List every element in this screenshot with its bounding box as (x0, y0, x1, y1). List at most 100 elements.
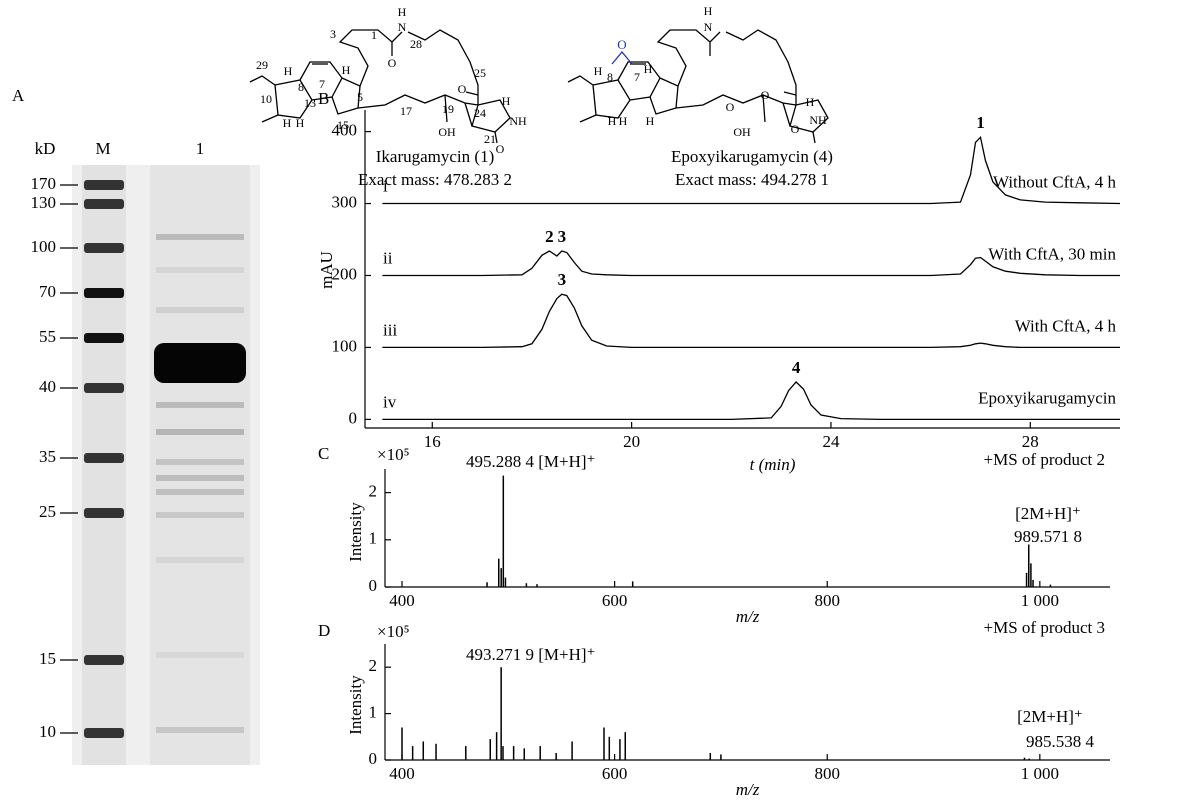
scale-label: ×10⁵ (377, 622, 410, 641)
faint-band (156, 475, 244, 481)
faint-band (156, 652, 244, 658)
atom-label: H (502, 94, 511, 108)
atom-label: H (342, 63, 351, 77)
annotation: 989.571 8 (1014, 527, 1082, 546)
y-tick-label: 2 (369, 482, 378, 501)
x-axis-label: m/z (736, 607, 760, 626)
trace-label: i (383, 176, 388, 195)
annotation: 493.271 9 [M+H]⁺ (466, 645, 596, 664)
annotation: [2M+H]⁺ (1017, 707, 1083, 726)
peak-label: 3 (558, 270, 567, 289)
x-tick-label: 1 000 (1021, 764, 1059, 783)
peak-label: 3 (558, 227, 567, 246)
y-tick-label: 400 (332, 120, 358, 139)
exact-mass: Exact mass: 494.278 1 (675, 170, 829, 189)
trace-label: iii (383, 320, 397, 339)
atom-label: H (608, 114, 617, 128)
peak-label: 4 (792, 358, 801, 377)
atom-label: 17 (400, 104, 412, 118)
y-axis-label: Intensity (346, 502, 365, 562)
y-tick-label: 0 (349, 408, 358, 427)
marker-label: 10 (39, 722, 56, 741)
y-axis-label: Intensity (346, 675, 365, 735)
atom-label: N (398, 20, 407, 34)
marker-band (84, 243, 124, 253)
faint-band (156, 402, 244, 408)
atom-label: O (388, 56, 397, 70)
marker-band (84, 333, 124, 343)
peak-label: 2 (545, 227, 554, 246)
panel-label: D (318, 621, 330, 640)
atom-label: 24 (474, 106, 486, 120)
atom-label: H (644, 62, 653, 76)
atom-label: NH (809, 113, 827, 127)
annotation: 985.538 4 (1026, 732, 1095, 751)
y-tick-label: 1 (369, 703, 378, 722)
marker-band (84, 655, 124, 665)
unit-label: kD (35, 139, 56, 158)
x-tick-label: 400 (389, 764, 415, 783)
marker-band (84, 453, 124, 463)
atom-label: H (619, 114, 628, 128)
atom-label: NH (509, 114, 527, 128)
y-tick-label: 0 (369, 576, 378, 595)
panel-label: C (318, 444, 329, 463)
marker-label: 170 (31, 174, 57, 193)
marker-label: 15 (39, 649, 56, 668)
atom-label: 5 (357, 90, 363, 104)
legend-entry: With CftA, 30 min (988, 244, 1116, 263)
marker-label: 70 (39, 282, 56, 301)
annotation: +MS of product 3 (984, 618, 1106, 637)
trace-label: iv (383, 392, 397, 411)
atom-label: 7 (634, 70, 640, 84)
marker-band (84, 508, 124, 518)
lane-label: M (95, 139, 110, 158)
protein-band (154, 343, 246, 383)
peak-label: 1 (976, 113, 985, 132)
y-tick-label: 100 (332, 336, 358, 355)
x-tick-label: 20 (623, 432, 640, 451)
x-tick-label: 800 (814, 591, 840, 610)
annotation: [2M+H]⁺ (1015, 504, 1081, 523)
faint-band (156, 234, 244, 240)
marker-label: 25 (39, 502, 56, 521)
atom-label: O (726, 100, 735, 114)
marker-label: 55 (39, 327, 56, 346)
figure: AkDM117013010070554035251510HN13282529H8… (0, 0, 1188, 811)
atom-label: O (458, 82, 467, 96)
x-axis-label: t (min) (750, 455, 796, 474)
atom-label: 3 (330, 27, 336, 41)
x-tick-label: 24 (822, 432, 840, 451)
trace-label: ii (383, 248, 393, 267)
faint-band (156, 489, 244, 495)
marker-band (84, 199, 124, 209)
atom-label: 21 (484, 132, 496, 146)
faint-band (156, 459, 244, 465)
page: AkDM117013010070554035251510HN13282529H8… (0, 0, 1188, 811)
compound-name: Ikarugamycin (1) (376, 147, 494, 166)
y-axis-label: mAU (317, 251, 336, 289)
faint-band (156, 727, 244, 733)
legend-entry: Epoxyikarugamycin (978, 388, 1116, 407)
faint-band (156, 557, 244, 563)
atom-label: H (806, 95, 815, 109)
lane-label: 1 (196, 139, 205, 158)
atom-label: 1 (371, 28, 377, 42)
marker-label: 40 (39, 377, 56, 396)
marker-label: 35 (39, 447, 56, 466)
atom-label: N (704, 20, 713, 34)
atom-label: O (496, 142, 505, 156)
x-tick-label: 400 (389, 591, 415, 610)
atom-label: OH (733, 125, 751, 139)
atom-label: 28 (410, 37, 422, 51)
annotation: +MS of product 2 (984, 450, 1106, 469)
compound-name: Epoxyikarugamycin (4) (671, 147, 833, 166)
x-tick-label: 600 (602, 764, 628, 783)
y-tick-label: 0 (369, 749, 378, 768)
atom-label: 29 (256, 58, 268, 72)
atom-label: H (398, 5, 407, 19)
panel-label: B (318, 89, 329, 108)
atom-label: 8 (607, 70, 613, 84)
atom-label: 8 (298, 80, 304, 94)
faint-band (156, 429, 244, 435)
